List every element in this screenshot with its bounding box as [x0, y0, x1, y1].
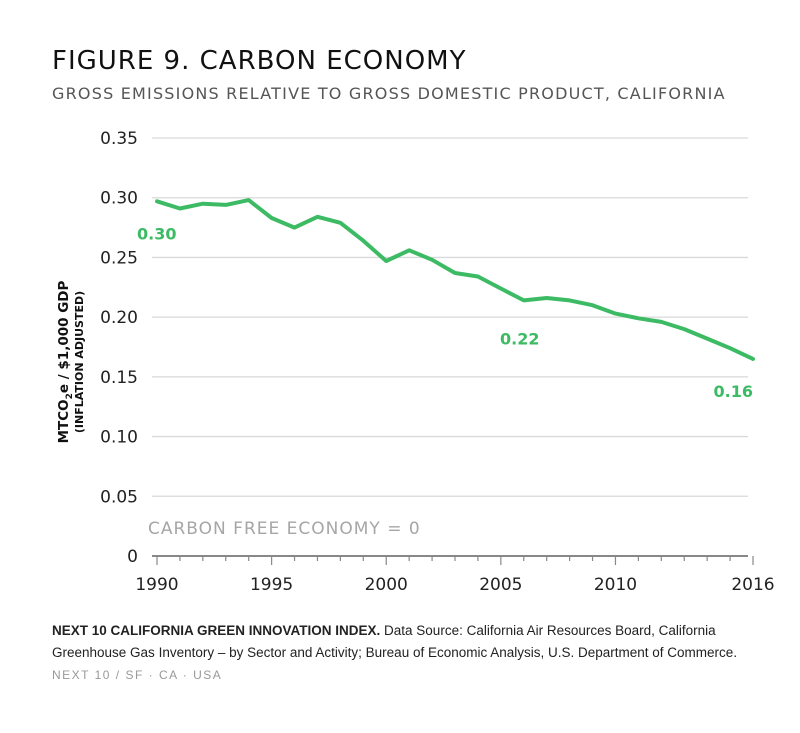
y-tick-label: 0 — [127, 547, 138, 567]
value-label: 0.22 — [500, 329, 539, 348]
x-tick-label: 1995 — [250, 575, 293, 595]
brand-line: NEXT 10 / SF · CA · USA — [52, 668, 223, 682]
y-axis-subtitle: (INFLATION ADJUSTED) — [73, 291, 86, 433]
y-tick-label: 0.20 — [100, 308, 138, 328]
x-tick-label: 2016 — [731, 575, 774, 595]
source-footer: NEXT 10 CALIFORNIA GREEN INNOVATION INDE… — [52, 620, 772, 686]
carbon-free-note: CARBON FREE ECONOMY = 0 — [148, 519, 421, 539]
y-axis-title: MTCO2e / $1,000 GDP (INFLATION ADJUSTED) — [56, 281, 86, 444]
y-axis-title-rest: e / $1,000 GDP — [56, 281, 72, 394]
series-layer — [155, 198, 755, 361]
source-text: Data Source: California Air Resources Bo… — [52, 623, 738, 660]
y-tick-label: 0.25 — [100, 248, 138, 268]
chart-title: FIGURE 9. CARBON ECONOMY — [52, 46, 467, 76]
grid-layer — [152, 137, 748, 497]
y-axis-title-subscript: 2 — [65, 393, 75, 399]
axis-layer: 0 0.05 0.10 0.15 0.20 0.25 0.30 0.35 1990 1995 200… — [100, 129, 774, 595]
x-tick-label: 2010 — [594, 575, 637, 595]
y-axis-title-main: MTCO — [56, 399, 72, 443]
label-layer: 0.30 0.22 0.16 — [137, 224, 753, 401]
x-tick-label: 1990 — [135, 575, 178, 595]
y-tick-label: 0.05 — [100, 487, 138, 507]
source-label: NEXT 10 CALIFORNIA GREEN INNOVATION INDE… — [52, 623, 381, 638]
chart-subtitle: GROSS EMISSIONS RELATIVE TO GROSS DOMEST… — [52, 84, 726, 103]
x-tick-label: 2000 — [365, 575, 408, 595]
y-tick-label: 0.10 — [100, 428, 138, 448]
svg-text:MTCO2e / $1,000 GDP: MTCO2e / $1,000 GDP — [56, 281, 75, 444]
line-chart: 0 0.05 0.10 0.15 0.20 0.25 0.30 0.35 1990 1995 200… — [56, 129, 775, 595]
y-tick-label: 0.30 — [100, 189, 138, 209]
y-tick-label: 0.15 — [100, 368, 138, 388]
y-tick-label: 0.35 — [100, 129, 138, 149]
value-label: 0.30 — [137, 224, 176, 243]
x-tick-label: 2005 — [479, 575, 522, 595]
value-label: 0.16 — [714, 382, 753, 401]
emissions-line — [155, 198, 755, 361]
